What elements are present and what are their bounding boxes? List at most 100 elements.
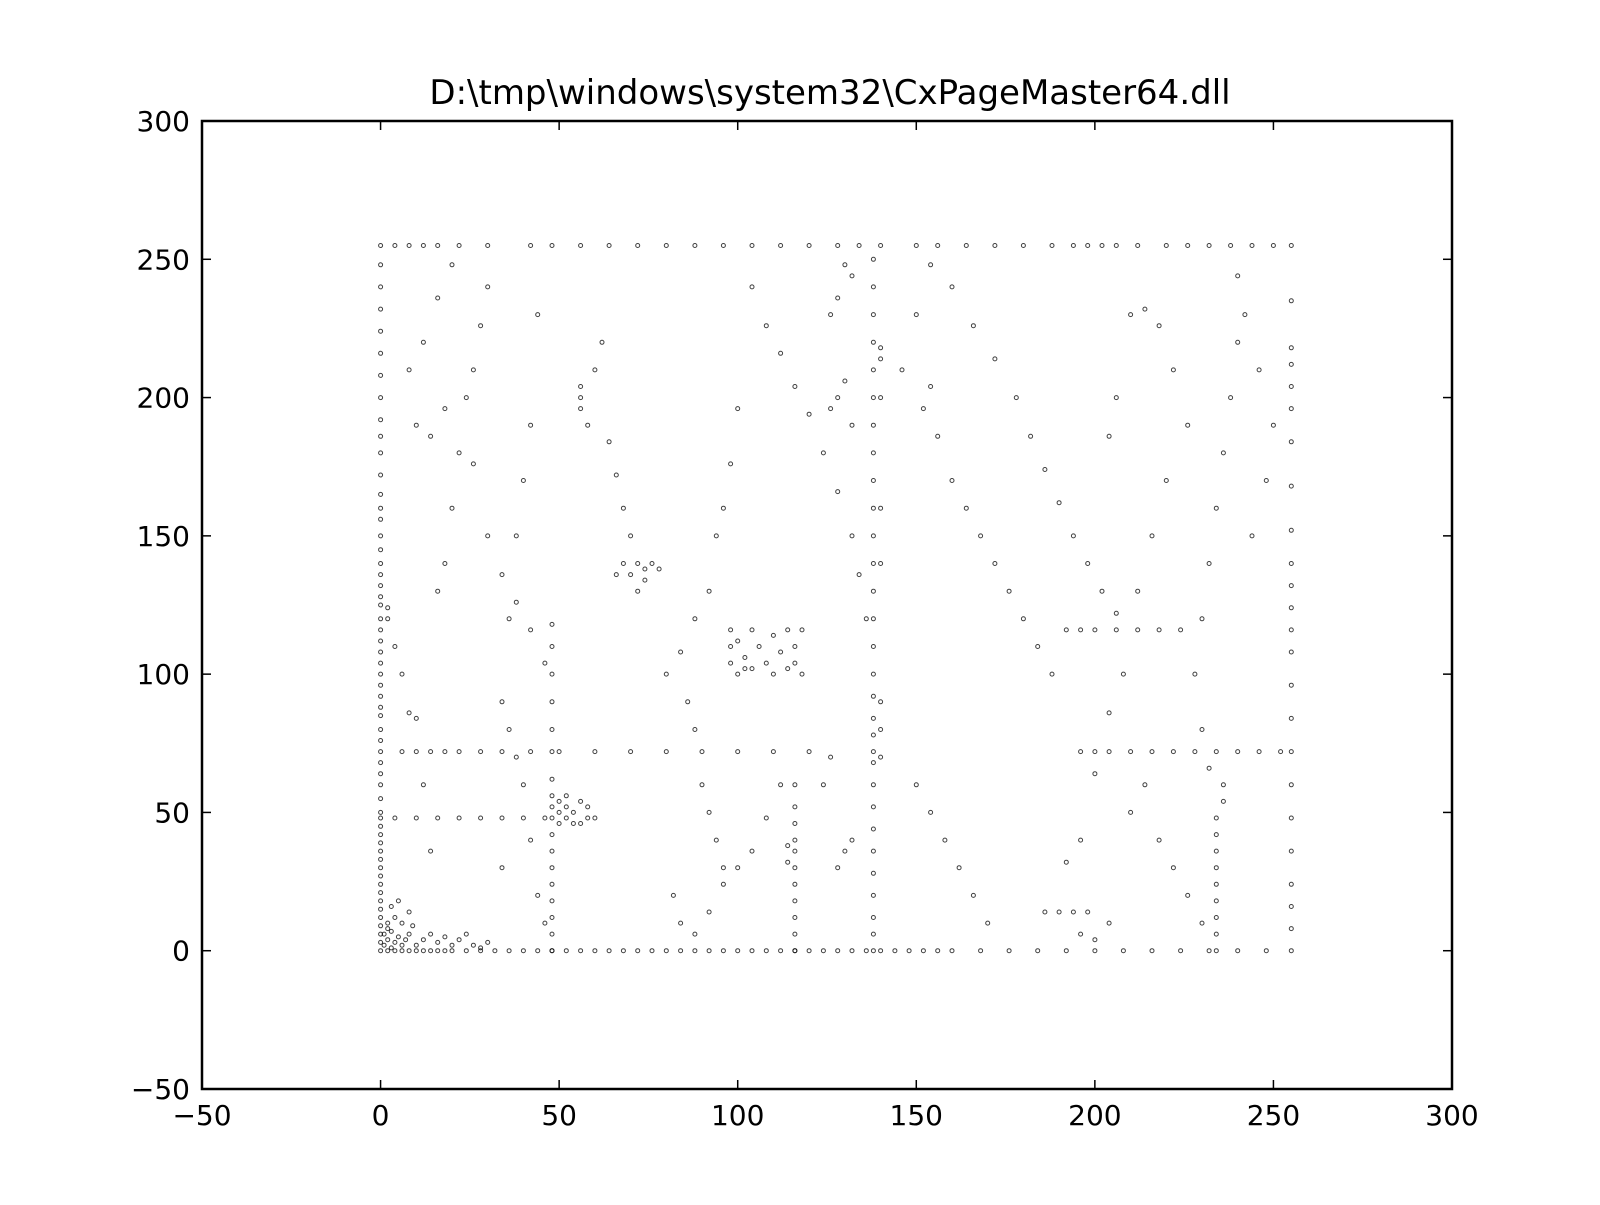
data-point xyxy=(1070,243,1076,248)
data-point xyxy=(1092,771,1098,777)
data-point xyxy=(870,948,876,954)
data-point xyxy=(413,715,419,721)
data-point xyxy=(435,948,441,954)
data-point xyxy=(642,577,648,583)
data-point xyxy=(378,328,384,334)
data-point xyxy=(906,948,912,954)
data-point xyxy=(499,699,505,705)
data-point xyxy=(1228,243,1234,248)
data-point xyxy=(420,948,426,954)
data-point xyxy=(1213,749,1219,755)
data-point xyxy=(570,809,576,815)
data-point xyxy=(1235,273,1241,279)
data-point xyxy=(1092,627,1098,633)
data-point xyxy=(1099,588,1105,594)
data-point xyxy=(628,533,634,539)
data-point xyxy=(395,898,401,904)
data-point xyxy=(542,815,548,821)
data-point xyxy=(785,859,791,865)
data-point xyxy=(1063,627,1069,633)
data-point xyxy=(1006,588,1012,594)
data-point xyxy=(663,671,669,677)
data-point xyxy=(578,243,584,248)
data-point xyxy=(899,367,905,373)
data-point xyxy=(749,848,755,854)
y-tick-label: 200 xyxy=(137,382,190,415)
data-point xyxy=(549,243,555,248)
data-point xyxy=(806,948,812,954)
data-point xyxy=(763,948,769,954)
data-point xyxy=(585,815,591,821)
data-point xyxy=(1163,243,1169,248)
data-point xyxy=(1070,909,1076,915)
data-point xyxy=(1085,909,1091,915)
data-point xyxy=(378,832,384,838)
data-point xyxy=(1028,433,1034,439)
data-point xyxy=(970,323,976,329)
data-point xyxy=(578,821,584,826)
data-point xyxy=(1149,948,1155,954)
data-point xyxy=(535,892,541,898)
x-tick-label: 50 xyxy=(541,1099,577,1132)
data-point xyxy=(542,660,548,666)
data-point xyxy=(663,749,669,755)
data-point xyxy=(435,243,441,248)
data-point xyxy=(870,312,876,318)
data-point xyxy=(849,273,855,279)
data-point xyxy=(1178,948,1184,954)
data-point xyxy=(706,909,712,915)
data-point xyxy=(406,909,412,915)
data-point xyxy=(456,815,462,821)
data-point xyxy=(635,588,641,594)
data-point xyxy=(870,256,876,262)
y-tick-label: 150 xyxy=(137,520,190,553)
data-point xyxy=(1263,478,1269,483)
data-point xyxy=(878,395,884,401)
data-point xyxy=(1256,367,1262,373)
data-point xyxy=(378,682,384,688)
data-point xyxy=(378,782,384,788)
data-point xyxy=(828,754,834,760)
data-point xyxy=(1042,467,1048,472)
data-point xyxy=(578,798,584,804)
data-point xyxy=(1135,627,1141,633)
data-point xyxy=(763,660,769,666)
data-point xyxy=(878,727,884,732)
data-point xyxy=(785,627,791,633)
data-point xyxy=(1199,920,1205,926)
data-point xyxy=(849,422,855,428)
data-point xyxy=(870,693,876,699)
data-point xyxy=(1006,948,1012,954)
data-point xyxy=(513,754,519,760)
data-point xyxy=(378,433,384,439)
data-point xyxy=(378,939,384,945)
data-point xyxy=(1249,243,1255,248)
data-point xyxy=(1288,649,1294,655)
data-point xyxy=(463,931,469,937)
data-point xyxy=(770,671,776,677)
data-point xyxy=(420,243,426,248)
data-point xyxy=(435,815,441,821)
data-point xyxy=(1170,367,1176,373)
data-point xyxy=(428,848,434,854)
data-point xyxy=(1192,671,1198,677)
data-point xyxy=(1078,627,1084,633)
data-point xyxy=(428,931,434,937)
data-point xyxy=(778,243,784,248)
chart-title: D:\tmp\windows\system32\CxPageMaster64.d… xyxy=(429,73,1230,113)
data-points xyxy=(378,243,1294,954)
data-point xyxy=(806,749,812,755)
data-point xyxy=(392,243,398,248)
data-point xyxy=(678,920,684,926)
data-point xyxy=(970,892,976,898)
data-point xyxy=(385,948,391,954)
data-point xyxy=(1056,909,1062,915)
data-point xyxy=(1149,533,1155,539)
data-point xyxy=(381,931,387,937)
data-point xyxy=(1220,450,1226,456)
data-point xyxy=(692,948,698,954)
data-point xyxy=(1288,848,1294,854)
data-point xyxy=(728,644,734,649)
data-point xyxy=(692,616,698,622)
data-point xyxy=(1185,243,1191,248)
